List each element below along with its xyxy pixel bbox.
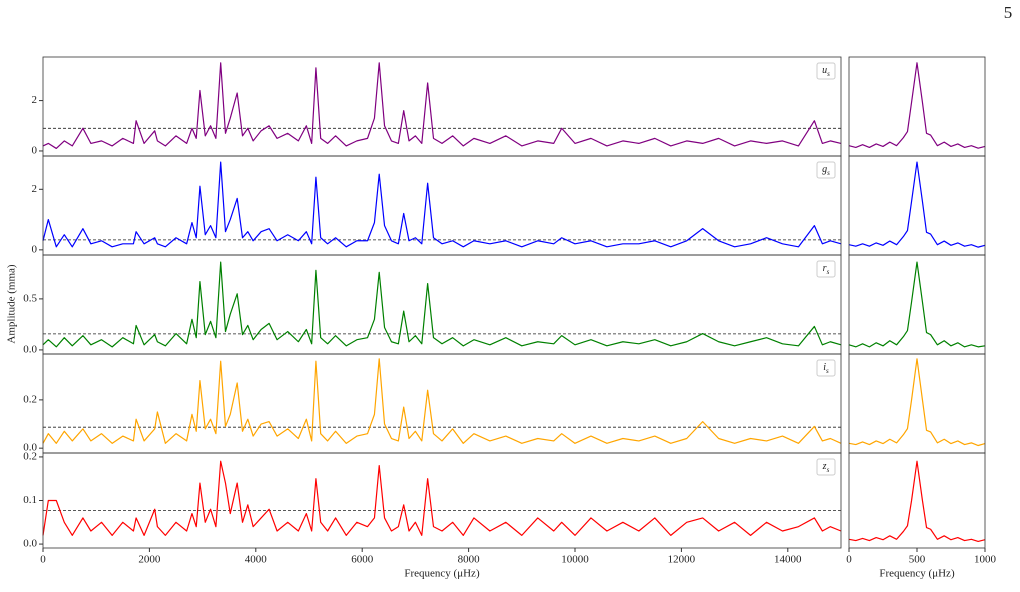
data-line xyxy=(42,261,842,348)
data-line xyxy=(42,460,842,536)
panel-frame xyxy=(42,155,842,256)
panel-label: us xyxy=(822,65,830,77)
panel-label-letter: u xyxy=(822,65,827,76)
panel-label-sub: s xyxy=(827,169,830,177)
panel-frame xyxy=(42,254,842,355)
page-number: 5 xyxy=(1004,3,1013,22)
x-tick-label: 1000 xyxy=(974,554,997,566)
y-tick-label: 2 xyxy=(32,94,38,106)
panel-label-sub: s xyxy=(827,268,830,276)
panel-frame xyxy=(42,56,842,157)
data-line xyxy=(848,261,986,348)
legend-box xyxy=(816,62,836,80)
panel-frame xyxy=(848,155,986,256)
y-axis-label: Amplitude (mma) xyxy=(6,264,18,343)
panel-label: rs xyxy=(823,263,830,275)
panel-frame xyxy=(848,254,986,355)
legend-box xyxy=(816,161,836,179)
panel-frame xyxy=(848,56,986,157)
x-tick-label: 0 xyxy=(40,554,46,566)
legend-box xyxy=(816,359,836,377)
y-tick-label: 0 xyxy=(32,243,38,255)
data-line xyxy=(42,161,842,248)
panel-label-letter: g xyxy=(822,164,827,175)
panel-frame xyxy=(848,452,986,549)
x-axis-label: Frequency (μHz) xyxy=(404,568,480,580)
legend-box xyxy=(816,260,836,278)
panel-label-letter: z xyxy=(822,461,827,472)
panel-label-letter: i xyxy=(823,362,826,373)
y-tick-label: 0.0 xyxy=(23,343,37,355)
panel-frame xyxy=(42,353,842,454)
panel-label-sub: s xyxy=(826,367,829,375)
y-tick-label: 0.2 xyxy=(23,393,37,405)
x-tick-label: 0 xyxy=(846,554,852,566)
y-tick-label: 0.1 xyxy=(23,494,37,506)
y-tick-label: 0.5 xyxy=(23,292,37,304)
x-tick-label: 2000 xyxy=(138,554,161,566)
panel-label: gs xyxy=(822,164,830,176)
panel-label: is xyxy=(823,362,829,374)
panel-frame xyxy=(42,452,842,549)
panel-label-sub: s xyxy=(827,466,830,474)
panel-label-sub: s xyxy=(827,70,830,78)
x-tick-label: 500 xyxy=(909,554,926,566)
panel-label-letter: r xyxy=(823,263,827,274)
panel-frame xyxy=(848,353,986,454)
x-tick-label: 6000 xyxy=(351,554,374,566)
x-axis-label: Frequency (μHz) xyxy=(879,568,955,580)
panel-label: zs xyxy=(822,461,830,473)
data-line xyxy=(848,358,986,447)
y-tick-label: 2 xyxy=(32,183,38,195)
data-line xyxy=(42,358,842,444)
x-tick-label: 4000 xyxy=(245,554,268,566)
y-tick-label: 0.0 xyxy=(23,442,37,454)
y-tick-label: 0.2 xyxy=(23,450,37,462)
y-tick-label: 0.0 xyxy=(23,538,37,550)
x-tick-label: 10000 xyxy=(561,554,589,566)
data-line xyxy=(848,161,986,248)
legend-box xyxy=(816,458,836,476)
x-tick-label: 14000 xyxy=(774,554,802,566)
data-line xyxy=(848,62,986,149)
x-tick-label: 12000 xyxy=(668,554,696,566)
x-tick-label: 8000 xyxy=(458,554,481,566)
y-tick-label: 0 xyxy=(32,144,38,156)
data-line xyxy=(42,62,842,150)
data-line xyxy=(848,460,986,543)
